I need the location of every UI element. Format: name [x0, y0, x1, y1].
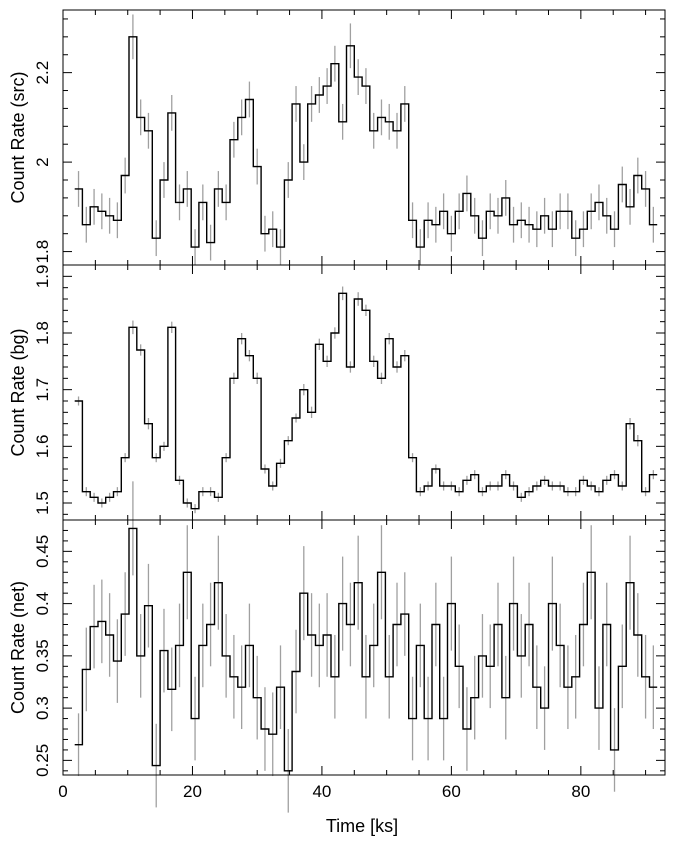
y-tick-label: 0.25: [33, 744, 52, 777]
y-axis-label: Count Rate (src): [8, 71, 28, 203]
step-series-line: [74, 292, 658, 510]
step-series-line: [74, 527, 658, 772]
x-tick-label: 0: [58, 782, 67, 801]
y-axis-label: Count Rate (bg): [8, 328, 28, 456]
panel-1: 1.8 2 2.2 Count Rate (src): [8, 9, 666, 266]
panel-frame: [62, 264, 666, 521]
x-tick-label: 20: [183, 782, 202, 801]
y-tick-label: 0.4: [33, 592, 52, 616]
panel-3: 0.25 0.3 0.35 0.4 0.45 Count Rate (net): [8, 481, 666, 813]
panel-2: 1.5 1.6 1.7 1.8 1.9 Count Rate (bg): [8, 264, 666, 521]
panel-frame: [62, 9, 666, 266]
y-tick-label: 2: [33, 157, 52, 166]
x-axis-label: Time [ks]: [326, 816, 398, 836]
x-tick-label: 60: [442, 782, 461, 801]
y-tick-label: 0.35: [33, 639, 52, 672]
y-tick-label: 1.5: [33, 491, 52, 515]
panel-frame: [62, 519, 666, 776]
y-tick-label: 2.2: [33, 61, 52, 85]
y-tick-label: 0.3: [33, 696, 52, 720]
y-tick-label: 1.6: [33, 435, 52, 459]
y-tick-label: 1.9: [33, 265, 52, 289]
x-tick-label: 40: [312, 782, 331, 801]
step-series-line: [74, 36, 658, 248]
y-tick-label: 1.7: [33, 378, 52, 402]
y-tick-label: 0.45: [33, 535, 52, 568]
y-axis-label: Count Rate (net): [8, 581, 28, 714]
x-tick-label: 80: [571, 782, 590, 801]
y-tick-label: 1.8: [33, 240, 52, 264]
y-tick-label: 1.8: [33, 321, 52, 345]
